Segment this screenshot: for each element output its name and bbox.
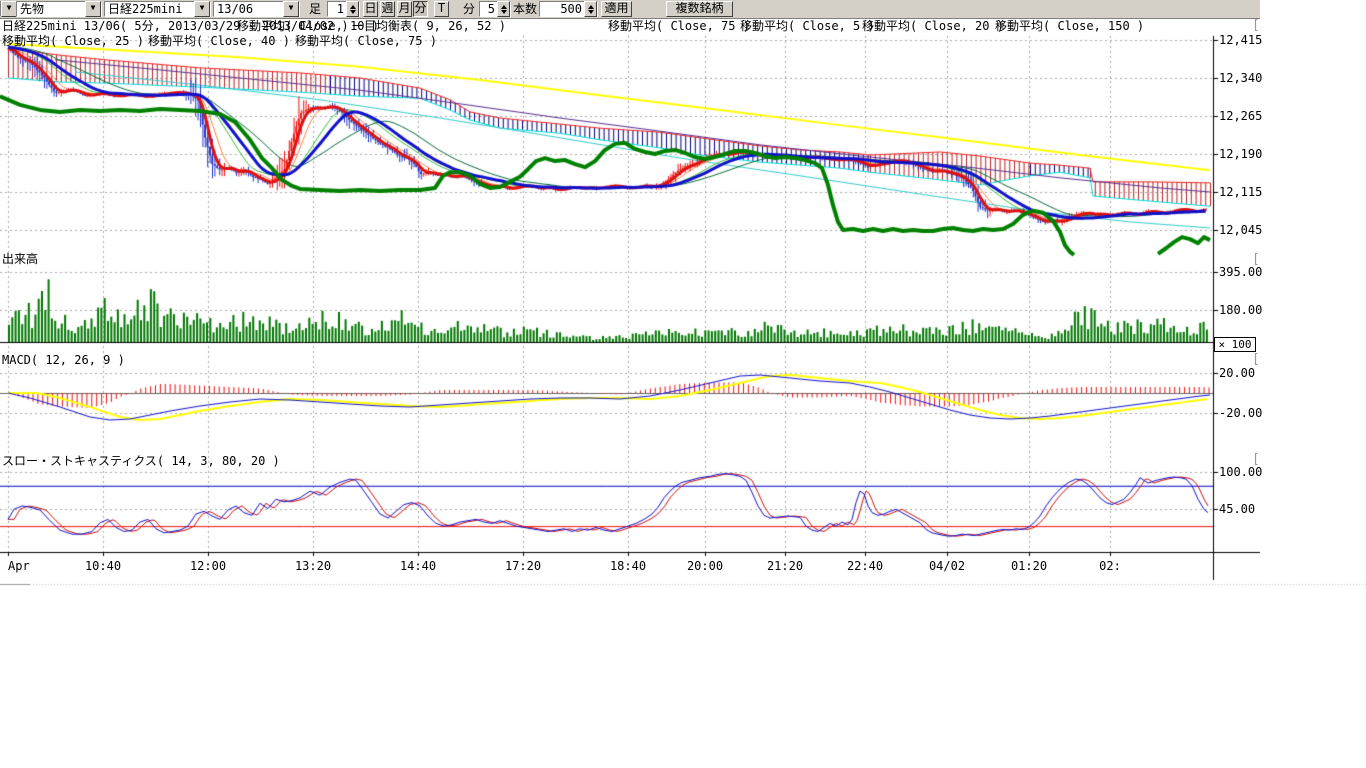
price-axis-label: 12,340 — [1219, 72, 1262, 85]
time-tick-label: 21:20 — [767, 560, 803, 573]
price-axis-label: 12,190 — [1219, 148, 1262, 161]
price-axis-label: 12,045 — [1219, 224, 1262, 237]
ashi-value[interactable]: 1 — [328, 2, 346, 16]
stoch-axis-label: 100.00 — [1219, 466, 1262, 479]
period-button-4[interactable]: T — [434, 1, 449, 17]
apply-button[interactable]: 適用 — [601, 1, 632, 17]
volume-axis-label: 395.00 — [1219, 266, 1262, 279]
spinner-icon[interactable] — [497, 1, 510, 17]
time-tick-label: 01:20 — [1011, 560, 1047, 573]
combo-value: 日経225mini — [105, 2, 194, 16]
time-tick-label: 04/02 — [929, 560, 965, 573]
chevron-down-icon[interactable]: ▼ — [194, 1, 210, 17]
time-tick-label: 02: — [1099, 560, 1121, 573]
time-tick-label: 22:40 — [847, 560, 883, 573]
macd-axis-label: -20.00 — [1219, 407, 1262, 420]
minute-stepper[interactable]: 5 — [479, 1, 511, 17]
multi-symbol-button[interactable]: 複数銘柄 — [666, 1, 733, 17]
period-button-0[interactable]: 日 — [363, 1, 378, 17]
period-button-1[interactable]: 週 — [380, 1, 395, 17]
indicator-label: 移動平均( Close, 5 ) — [740, 20, 875, 33]
volume-axis-label: 180.00 — [1219, 304, 1262, 317]
combo-value: 先物 — [17, 2, 85, 16]
volume-pane-label: 出来高 — [2, 253, 38, 266]
time-tick-label: 20:00 — [687, 560, 723, 573]
bars-stepper[interactable]: 500 — [539, 1, 598, 17]
chevron-down-icon[interactable]: ▼ — [283, 1, 299, 17]
price-axis-label: 12,415 — [1219, 34, 1262, 47]
market-select[interactable]: 先物▼ — [16, 1, 102, 17]
volume-multiplier-badge: × 100 — [1214, 337, 1256, 352]
time-tick-label: 18:40 — [610, 560, 646, 573]
stoch-pane-label: スロー・ストキャスティクス( 14, 3, 80, 20 ) — [2, 455, 280, 468]
time-tick-label: Apr — [8, 560, 30, 573]
time-tick-label: 12:00 — [190, 560, 226, 573]
toolbar: ▼ 足 1 分 5 本数 500 適用 複数銘柄 先物▼日経225mini▼13… — [0, 0, 1260, 19]
bars-value[interactable]: 500 — [540, 2, 584, 16]
price-axis-label: 12,115 — [1219, 186, 1262, 199]
time-tick-label: 13:20 — [295, 560, 331, 573]
time-tick-label: 10:40 — [85, 560, 121, 573]
chart-canvas[interactable] — [0, 0, 1366, 768]
indicator-label: 移動平均( Close, 75 ) — [295, 35, 437, 48]
indicator-label: 移動平均( Close, 20 ) — [862, 20, 1004, 33]
minute-label: 分 — [463, 1, 475, 17]
spinner-icon[interactable] — [584, 1, 597, 17]
contract-select[interactable]: 13/06▼ — [213, 1, 300, 17]
pane-grip-icon[interactable]: [ — [1252, 352, 1260, 367]
macd-axis-label: 20.00 — [1219, 367, 1255, 380]
stoch-axis-label: 45.00 — [1219, 503, 1255, 516]
indicator-label: 移動平均( Close, 25 ) — [2, 35, 144, 48]
period-button-3[interactable]: 分 — [413, 1, 428, 17]
minute-value[interactable]: 5 — [480, 2, 497, 16]
corner-dropdown[interactable]: ▼ — [0, 1, 15, 17]
chevron-down-icon[interactable]: ▼ — [1, 1, 17, 17]
symbol-select[interactable]: 日経225mini▼ — [104, 1, 211, 17]
price-axis-label: 12,265 — [1219, 110, 1262, 123]
pane-grip-icon[interactable]: [ — [1252, 18, 1260, 33]
combo-value: 13/06 — [214, 2, 283, 16]
macd-pane-label: MACD( 12, 26, 9 ) — [2, 354, 125, 367]
ashi-stepper[interactable]: 1 — [327, 1, 360, 17]
indicator-label: 一目均衡表( 9, 26, 52 ) — [352, 20, 506, 33]
bars-label: 本数 — [513, 1, 537, 17]
pane-grip-icon[interactable]: [ — [1252, 252, 1260, 267]
time-tick-label: 14:40 — [400, 560, 436, 573]
spinner-icon[interactable] — [346, 1, 359, 17]
pane-grip-icon[interactable]: [ — [1252, 452, 1260, 467]
time-tick-label: 17:20 — [505, 560, 541, 573]
period-button-2[interactable]: 月 — [397, 1, 412, 17]
chevron-down-icon[interactable]: ▼ — [85, 1, 101, 17]
indicator-label: 移動平均( Close, 40 ) — [148, 35, 290, 48]
app-window: ▼ 足 1 分 5 本数 500 適用 複数銘柄 先物▼日経225mini▼13… — [0, 0, 1366, 768]
ashi-label: 足 — [309, 1, 321, 17]
indicator-label: 移動平均( Close, 75 ) — [608, 20, 750, 33]
indicator-label: 移動平均( Close, 150 ) — [995, 20, 1144, 33]
